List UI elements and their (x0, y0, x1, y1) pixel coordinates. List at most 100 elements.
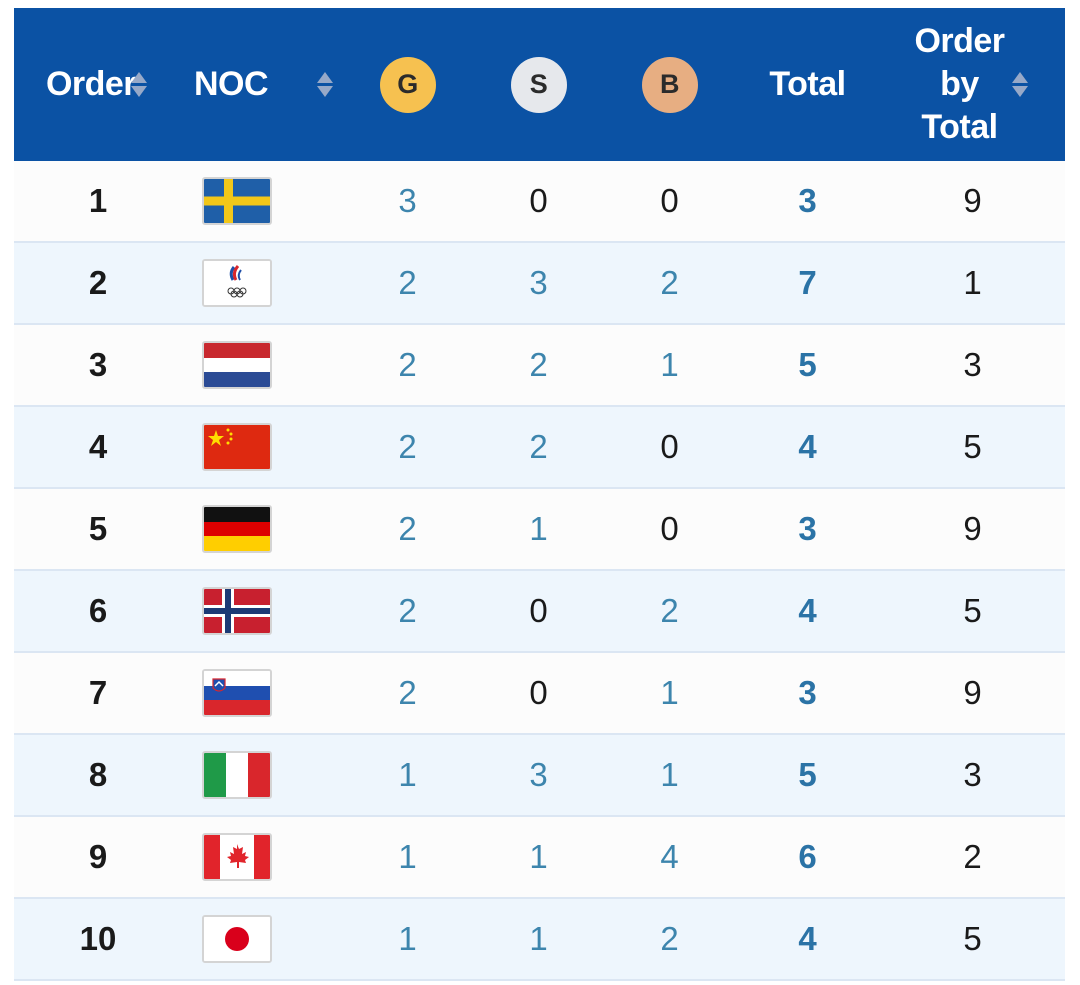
noc-cell (182, 407, 342, 487)
bronze-count-cell: 2 (660, 592, 679, 629)
order-cell: 5 (88, 510, 108, 547)
bronze-count-cell: 1 (660, 346, 679, 383)
sort-icon[interactable] (1009, 69, 1031, 101)
table-row[interactable]: 2 2 3 2 7 1 (14, 243, 1065, 325)
table-row[interactable]: 3 2 2 1 5 3 (14, 325, 1065, 407)
total-count-cell: 4 (798, 920, 817, 957)
order-by-total-cell: 9 (963, 510, 982, 547)
column-header-order[interactable]: Order (14, 8, 182, 161)
bronze-medal-icon: B (641, 56, 698, 113)
order-by-total-line-3: Total (921, 108, 998, 146)
bronze-count-cell: 0 (660, 182, 679, 219)
gold-count-cell: 2 (398, 510, 417, 547)
column-header-silver[interactable]: S (473, 8, 604, 161)
silver-label: S (529, 69, 548, 99)
order-cell: 6 (88, 592, 108, 629)
italy-flag-icon[interactable] (202, 751, 272, 799)
column-header-noc[interactable]: NOC (182, 8, 342, 161)
total-count-cell: 4 (798, 428, 817, 465)
total-count-cell: 5 (798, 346, 817, 383)
total-count-cell: 4 (798, 592, 817, 629)
gold-count-cell: 2 (398, 428, 417, 465)
order-by-total-line-1: Order (914, 22, 1005, 60)
silver-count-cell: 1 (529, 510, 548, 547)
gold-count-cell: 1 (398, 756, 417, 793)
table-row[interactable]: 5 2 1 0 3 9 (14, 489, 1065, 571)
order-by-total-cell: 2 (963, 838, 982, 875)
order-by-total-cell: 3 (963, 346, 982, 383)
table-row[interactable]: 7 2 0 1 3 9 (14, 653, 1065, 735)
bronze-count-cell: 0 (660, 510, 679, 547)
medal-table: Order NOC G S B Total Order (14, 8, 1065, 981)
sweden-flag-icon[interactable] (202, 177, 272, 225)
silver-count-cell: 1 (529, 838, 548, 875)
order-by-total-cell: 5 (963, 920, 982, 957)
order-by-total-cell: 1 (963, 264, 982, 301)
gold-medal-icon: G (379, 56, 436, 113)
gold-count-cell: 2 (398, 264, 417, 301)
total-count-cell: 3 (798, 510, 817, 547)
bronze-count-cell: 2 (660, 920, 679, 957)
norway-flag-icon[interactable] (202, 587, 272, 635)
order-by-total-cell: 5 (963, 592, 982, 629)
total-count-cell: 3 (798, 182, 817, 219)
column-header-total[interactable]: Total (735, 8, 880, 161)
order-by-total-header-label: Order by Total (914, 20, 1005, 149)
noc-cell (182, 243, 342, 323)
table-row[interactable]: 6 2 0 2 4 5 (14, 571, 1065, 653)
order-cell: 8 (88, 756, 108, 793)
table-row[interactable]: 4 2 2 0 4 5 (14, 407, 1065, 489)
noc-cell (182, 161, 342, 241)
column-header-bronze[interactable]: B (604, 8, 735, 161)
roc-flag-icon[interactable] (202, 259, 272, 307)
total-count-cell: 6 (798, 838, 817, 875)
gold-label: G (397, 69, 418, 99)
gold-count-cell: 2 (398, 592, 417, 629)
noc-cell (182, 817, 342, 897)
order-by-total-line-2: by (940, 65, 979, 103)
total-header-label: Total (769, 65, 846, 103)
noc-cell (182, 489, 342, 569)
silver-count-cell: 2 (529, 428, 548, 465)
noc-cell (182, 735, 342, 815)
table-row[interactable]: 8 1 3 1 5 3 (14, 735, 1065, 817)
bronze-count-cell: 2 (660, 264, 679, 301)
silver-count-cell: 0 (529, 182, 548, 219)
silver-count-cell: 3 (529, 264, 548, 301)
slovenia-flag-icon[interactable] (202, 669, 272, 717)
silver-medal-icon: S (510, 56, 567, 113)
bronze-count-cell: 1 (660, 674, 679, 711)
silver-count-cell: 1 (529, 920, 548, 957)
noc-cell (182, 325, 342, 405)
noc-cell (182, 899, 342, 979)
silver-count-cell: 3 (529, 756, 548, 793)
bronze-count-cell: 4 (660, 838, 679, 875)
order-by-total-cell: 9 (963, 674, 982, 711)
order-by-total-cell: 9 (963, 182, 982, 219)
noc-cell (182, 571, 342, 651)
japan-flag-icon[interactable] (202, 915, 272, 963)
gold-count-cell: 1 (398, 920, 417, 957)
order-cell: 7 (88, 674, 108, 711)
total-count-cell: 7 (798, 264, 817, 301)
gold-count-cell: 3 (398, 182, 417, 219)
china-flag-icon[interactable] (202, 423, 272, 471)
column-header-gold[interactable]: G (342, 8, 473, 161)
sort-icon[interactable] (128, 69, 150, 101)
canada-flag-icon[interactable] (202, 833, 272, 881)
netherlands-flag-icon[interactable] (202, 341, 272, 389)
sort-icon[interactable] (314, 69, 336, 101)
table-row[interactable]: 1 3 0 0 3 9 (14, 161, 1065, 243)
table-header: Order NOC G S B Total Order (14, 8, 1065, 161)
germany-flag-icon[interactable] (202, 505, 272, 553)
column-header-order-by-total[interactable]: Order by Total (880, 8, 1065, 161)
order-cell: 9 (88, 838, 108, 875)
silver-count-cell: 0 (529, 592, 548, 629)
table-row[interactable]: 10 1 1 2 4 5 (14, 899, 1065, 981)
silver-count-cell: 0 (529, 674, 548, 711)
table-row[interactable]: 9 1 1 4 6 2 (14, 817, 1065, 899)
total-count-cell: 5 (798, 756, 817, 793)
order-cell: 3 (88, 346, 108, 383)
gold-count-cell: 2 (398, 674, 417, 711)
